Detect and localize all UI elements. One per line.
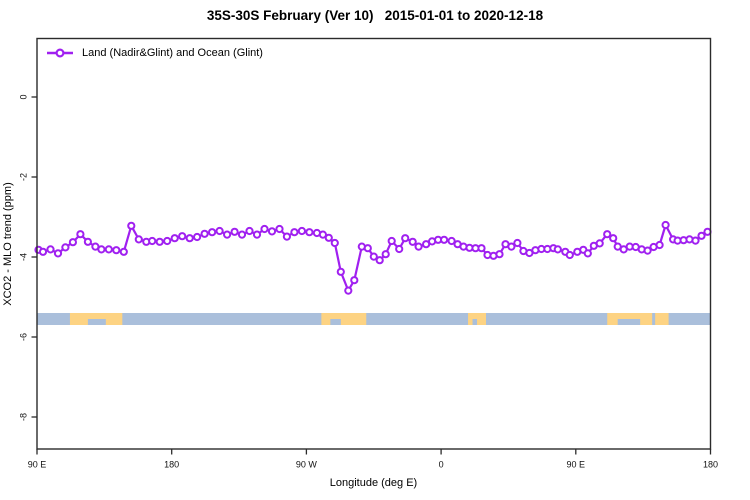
data-point-marker — [148, 236, 157, 246]
data-point-marker — [112, 246, 121, 255]
data-point-marker — [350, 276, 359, 285]
data-point-marker — [127, 221, 136, 230]
data-point-marker — [53, 249, 63, 258]
data-point-marker — [595, 239, 604, 248]
data-point-marker — [661, 220, 670, 230]
data-point-marker — [119, 247, 128, 256]
data-point-marker — [97, 245, 106, 254]
data-point-marker — [344, 286, 353, 295]
x-tick-label: 180 — [703, 460, 718, 470]
coast-notch — [330, 319, 341, 325]
data-point-marker — [163, 236, 172, 246]
y-tick-label: -8 — [19, 413, 29, 421]
data-point-marker — [609, 234, 618, 243]
x-axis-label: Longitude (deg E) — [329, 477, 418, 489]
data-point-marker — [401, 234, 410, 243]
data-point-marker — [305, 228, 314, 237]
data-point-marker — [603, 230, 612, 239]
land-patch — [655, 313, 669, 325]
data-point-marker — [282, 232, 291, 241]
data-point-marker — [583, 249, 592, 258]
data-point-marker — [134, 235, 143, 244]
data-point-marker — [170, 234, 179, 243]
coast-notch — [87, 319, 106, 325]
data-point-marker — [38, 247, 48, 256]
data-point-marker — [336, 267, 345, 276]
data-point-marker — [565, 250, 574, 260]
x-tick-label: 90 E — [28, 460, 47, 470]
y-tick-label: -4 — [19, 253, 29, 261]
ocean-band — [37, 313, 711, 325]
data-point-marker — [363, 244, 372, 253]
data-point-marker — [387, 236, 396, 246]
data-point-marker — [440, 235, 449, 244]
plot-border — [36, 37, 712, 450]
data-point-marker — [507, 242, 516, 251]
data-point-marker — [297, 226, 306, 236]
data-point-marker — [83, 237, 93, 246]
data-point-marker — [369, 252, 378, 261]
land-patch — [321, 313, 367, 325]
data-point-marker — [185, 234, 194, 243]
data-point-marker — [408, 237, 417, 246]
y-tick-label: 0 — [19, 94, 29, 99]
data-point-marker — [381, 250, 390, 259]
data-point-marker — [178, 232, 187, 241]
data-point-marker — [237, 230, 247, 239]
data-point-marker — [553, 245, 562, 254]
data-point-marker — [200, 229, 209, 238]
y-tick-label: -2 — [19, 173, 29, 181]
data-point-marker — [155, 237, 164, 246]
data-point-marker — [68, 238, 78, 247]
data-point-marker — [275, 224, 284, 234]
data-point-marker — [215, 226, 224, 236]
legend-marker-icon — [47, 48, 73, 58]
data-point-marker — [477, 244, 486, 253]
data-point-marker — [260, 224, 269, 234]
data-point-marker — [61, 243, 70, 252]
legend: Land (Nadir&Glint) and Ocean (Glint) — [46, 47, 263, 59]
data-point-marker — [46, 245, 55, 254]
legend-label: Land (Nadir&Glint) and Ocean (Glint) — [82, 47, 263, 59]
data-point-marker — [104, 245, 113, 254]
data-point-marker — [495, 250, 504, 259]
data-point-marker — [193, 232, 202, 242]
data-point-marker — [447, 236, 456, 246]
data-point-marker — [290, 228, 299, 237]
data-point-marker — [513, 238, 522, 248]
data-point-marker — [324, 233, 333, 242]
data-point-marker — [230, 227, 239, 236]
data-point-marker — [703, 227, 712, 236]
x-tick-label: 90 E — [567, 460, 586, 470]
data-point-marker — [252, 230, 262, 239]
x-tick-label: 180 — [164, 460, 179, 470]
data-point-marker — [414, 242, 423, 251]
data-point-marker — [208, 228, 217, 237]
data-point-marker — [395, 244, 404, 254]
data-point-marker — [76, 230, 85, 239]
data-point-marker — [655, 240, 664, 250]
data-point-marker — [697, 231, 706, 240]
coast-notch — [472, 319, 478, 325]
chart-title: 35S-30S February (Ver 10) 2015-01-01 to … — [206, 8, 544, 23]
data-point-marker — [330, 238, 339, 248]
data-point-marker — [643, 246, 652, 255]
data-point-marker — [691, 236, 700, 245]
x-tick-label: 0 — [439, 460, 444, 470]
data-point-marker — [223, 230, 232, 239]
y-tick-label: -6 — [19, 333, 29, 341]
x-tick-label: 90 W — [296, 460, 318, 470]
data-point-marker — [318, 230, 327, 239]
coast-notch — [617, 319, 641, 325]
data-point-marker — [267, 227, 277, 236]
land-patch — [468, 313, 486, 325]
data-point-marker — [375, 256, 384, 265]
data-point-marker — [245, 226, 254, 236]
y-axis-label: XCO2 - MLO trend (ppm) — [2, 182, 14, 306]
